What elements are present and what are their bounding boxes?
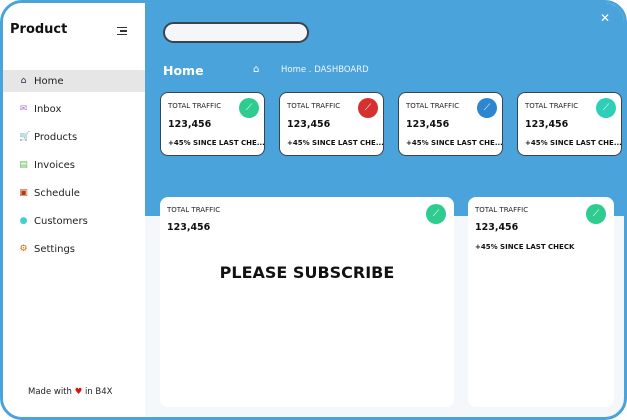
card-title: TOTAL TRAFFIC [475, 206, 529, 214]
card-subtitle: +45% SINCE LAST CHE... [525, 139, 622, 147]
menu-toggle-icon[interactable] [117, 27, 127, 37]
cart-icon: 🛒 [19, 131, 31, 142]
footer-suffix: in B4X [84, 387, 113, 397]
sidebar-item-products[interactable]: 🛒 Products [3, 126, 145, 148]
sidebar-item-label: Inbox [34, 103, 62, 115]
sidebar-item-schedule[interactable]: ▣ Schedule [3, 182, 145, 204]
sidebar-item-customers[interactable]: ● Customers [3, 210, 145, 232]
trend-icon: ⟋ [358, 98, 378, 118]
card-value: 123,456 [167, 222, 211, 233]
sidebar-item-settings[interactable]: ⚙ Settings [3, 238, 145, 260]
card-value: 123,456 [168, 119, 212, 130]
home-icon: ⌂ [20, 75, 27, 86]
card-title: TOTAL TRAFFIC [167, 206, 221, 214]
person-icon: ● [19, 215, 28, 226]
large-stat-card: TOTAL TRAFFIC ⟋ 123,456 +45% SINCE LAST C… [468, 197, 614, 407]
close-icon[interactable]: ✕ [599, 11, 610, 25]
sidebar-item-home[interactable]: ⌂ Home [3, 70, 145, 92]
sidebar-item-label: Settings [34, 243, 76, 255]
gear-icon: ⚙ [19, 243, 28, 254]
sidebar-item-label: Invoices [34, 159, 75, 171]
trend-icon: ⟋ [426, 204, 446, 224]
trend-icon: ⟋ [586, 204, 606, 224]
search-input[interactable] [163, 22, 309, 43]
sidebar: Product ⌂ Home ✉ Inbox 🛒 Products ▤ Invoices ▣ Sc… [3, 3, 145, 417]
card-subtitle: +45% SINCE LAST CHE... [168, 139, 265, 147]
stat-card: TOTAL TRAFFIC ⟋ 123,456 +45% SINCE LAST … [398, 92, 503, 156]
heart-icon: ♥ [74, 387, 83, 397]
brand-title: Product [10, 22, 68, 37]
sidebar-nav: ⌂ Home ✉ Inbox 🛒 Products ▤ Invoices ▣ Schedule ● C… [3, 70, 145, 266]
home-icon[interactable]: ⌂ [253, 64, 260, 75]
large-stat-card: TOTAL TRAFFIC ⟋ 123,456 PLEASE SUBSCRIBE [160, 197, 454, 407]
stat-card: TOTAL TRAFFIC ⟋ 123,456 +45% SINCE LAST … [517, 92, 622, 156]
sidebar-item-label: Customers [34, 215, 88, 227]
page-title: Home [163, 63, 204, 78]
breadcrumb: Home . DASHBOARD [281, 65, 369, 75]
calendar-icon: ▣ [19, 187, 28, 198]
stat-card: TOTAL TRAFFIC ⟋ 123,456 +45% SINCE LAST … [160, 92, 265, 156]
stat-card: TOTAL TRAFFIC ⟋ 123,456 +45% SINCE LAST … [279, 92, 384, 156]
sidebar-item-invoices[interactable]: ▤ Invoices [3, 154, 145, 176]
footer: Made with ♥ in B4X [28, 387, 112, 397]
card-subtitle: +45% SINCE LAST CHE... [406, 139, 503, 147]
invoice-icon: ▤ [19, 159, 28, 170]
trend-icon: ⟋ [596, 98, 616, 118]
card-title: TOTAL TRAFFIC [287, 102, 341, 110]
card-value: 123,456 [525, 119, 569, 130]
trend-icon: ⟋ [239, 98, 259, 118]
card-subtitle: +45% SINCE LAST CHE... [287, 139, 384, 147]
card-subtitle: +45% SINCE LAST CHECK [475, 243, 575, 251]
card-value: 123,456 [287, 119, 331, 130]
sidebar-item-inbox[interactable]: ✉ Inbox [3, 98, 145, 120]
sidebar-item-label: Schedule [34, 187, 80, 199]
trend-icon: ⟋ [477, 98, 497, 118]
subscribe-message: PLEASE SUBSCRIBE [219, 263, 395, 282]
card-value: 123,456 [406, 119, 450, 130]
sidebar-item-label: Products [34, 131, 78, 143]
card-value: 123,456 [475, 222, 519, 233]
sidebar-item-label: Home [34, 75, 64, 87]
mail-icon: ✉ [19, 103, 28, 114]
card-title: TOTAL TRAFFIC [168, 102, 222, 110]
card-title: TOTAL TRAFFIC [406, 102, 460, 110]
card-title: TOTAL TRAFFIC [525, 102, 579, 110]
footer-prefix: Made with [28, 387, 72, 397]
